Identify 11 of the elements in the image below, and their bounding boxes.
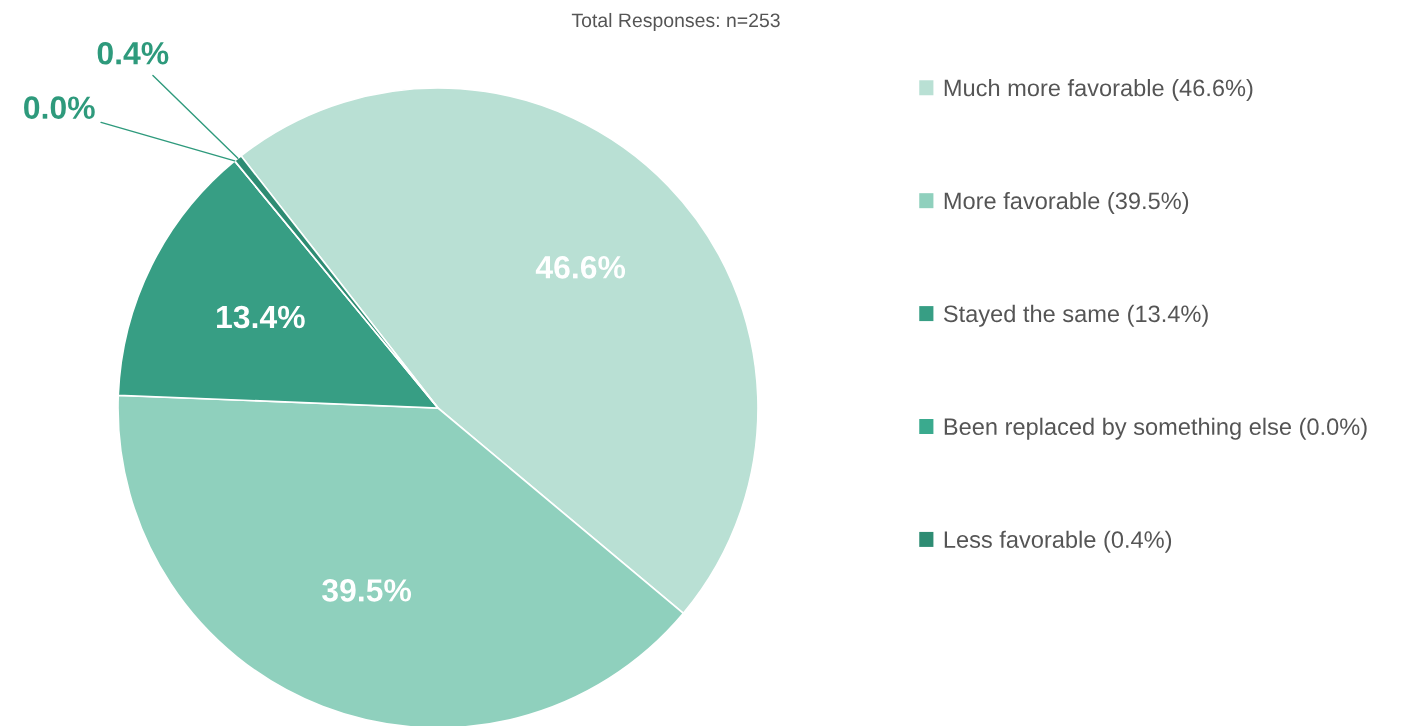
data-label: 39.5%	[322, 579, 412, 602]
data-label: 0.4%	[97, 41, 169, 65]
data-label: 13.4%	[217, 305, 305, 329]
legend-label: Been replaced by something else (0.0%)	[944, 417, 1367, 440]
text: 0.0%	[24, 96, 95, 119]
legend-label: Much more favorable (46.6%)	[944, 78, 1253, 101]
legend-label: Less favorable (0.4%)	[944, 530, 1172, 553]
legend-label: More favorable (39.5%)	[944, 191, 1189, 214]
data-label: 46.6%	[535, 256, 626, 279]
chart-title: Total Responses: n=253	[571, 12, 780, 32]
legend-label: Stayed the same (13.4%)	[943, 304, 1208, 327]
